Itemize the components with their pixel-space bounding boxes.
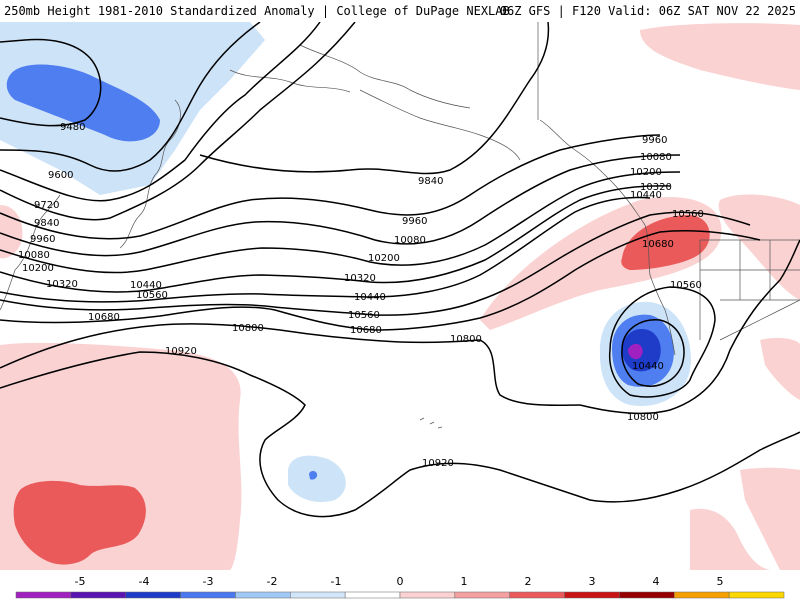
anomaly-colorbar: -5 -4 -3 -2 -1 0 1 2 3 4 5 bbox=[15, 575, 785, 599]
positive-anomaly-west-edge bbox=[0, 205, 23, 259]
contour-label: 10440 bbox=[354, 292, 386, 303]
colorbar-tick-label: 1 bbox=[461, 575, 468, 588]
contour-label: 10800 bbox=[450, 334, 482, 345]
negative-anomaly-hawaii bbox=[288, 455, 346, 503]
colorbar-tick-label: 2 bbox=[525, 575, 532, 588]
contour-label: 10920 bbox=[422, 458, 454, 469]
contour-label: 10200 bbox=[22, 263, 54, 274]
colorbar-segment bbox=[235, 591, 291, 599]
contour-10320 bbox=[0, 185, 671, 293]
positive-anomaly-southeast bbox=[690, 508, 770, 570]
map-title: 250mb Height 1981-2010 Standardized Anom… bbox=[4, 4, 510, 18]
colorbar-segment bbox=[564, 591, 620, 599]
contour-label: 9480 bbox=[60, 122, 85, 133]
contour-label: 10440 bbox=[632, 361, 664, 372]
contour-label: 10560 bbox=[672, 209, 704, 220]
contour-9960-west bbox=[0, 134, 661, 240]
colorbar-segment bbox=[619, 591, 675, 599]
contour-label: 9600 bbox=[48, 170, 73, 181]
contour-9840-west bbox=[0, 22, 356, 221]
contour-label: 9840 bbox=[34, 218, 59, 229]
contour-label: 9840 bbox=[418, 176, 443, 187]
colorbar-tick-label: -4 bbox=[139, 575, 150, 588]
positive-anomaly-pacific-nw-core bbox=[621, 215, 710, 270]
height-contours bbox=[0, 22, 800, 518]
contour-label: 10680 bbox=[88, 312, 120, 323]
contour-10080 bbox=[0, 154, 681, 257]
contour-10200 bbox=[0, 171, 681, 274]
colorbar-tick-label: 4 bbox=[653, 575, 660, 588]
contour-9480 bbox=[0, 38, 102, 127]
contour-low-10560 bbox=[608, 286, 716, 398]
colorbar-segment bbox=[70, 591, 126, 599]
colorbar-segment bbox=[344, 591, 401, 599]
contour-label: 10680 bbox=[350, 325, 382, 336]
contour-label: 10440 bbox=[130, 280, 162, 291]
negative-anomaly-low-core bbox=[628, 343, 643, 360]
anomaly-map: 9480 9600 9720 9840 9960 10080 10200 103… bbox=[0, 22, 800, 570]
colorbar-tick-label: 3 bbox=[589, 575, 596, 588]
coastlines bbox=[0, 22, 800, 429]
anomaly-shading bbox=[0, 22, 800, 570]
contour-10680-west bbox=[0, 230, 761, 331]
colorbar-segment bbox=[15, 591, 72, 599]
colorbar-tick-label: -1 bbox=[331, 575, 342, 588]
contour-label: 10080 bbox=[394, 235, 426, 246]
contour-low-10440 bbox=[621, 319, 685, 387]
colorbar-segment bbox=[454, 591, 510, 599]
contour-10560-west bbox=[0, 211, 751, 316]
contour-9600 bbox=[0, 22, 261, 172]
contour-label: 10560 bbox=[136, 290, 168, 301]
contour-10920 bbox=[0, 351, 800, 518]
colorbar-segment bbox=[125, 591, 181, 599]
contour-label: 10560 bbox=[670, 280, 702, 291]
contour-label: 9960 bbox=[30, 234, 55, 245]
contour-label: 10320 bbox=[46, 279, 78, 290]
negative-anomaly-hawaii-core bbox=[309, 471, 318, 480]
colorbar-segment bbox=[674, 591, 730, 599]
negative-anomaly-siberia-core bbox=[6, 64, 160, 142]
contour-label: 10320 bbox=[640, 182, 672, 193]
positive-anomaly-east-edge bbox=[740, 467, 800, 570]
contour-labels: 9480 9600 9720 9840 9960 10080 10200 103… bbox=[18, 122, 704, 469]
colorbar-segment bbox=[509, 591, 565, 599]
model-valid-time: 06Z GFS | F120 Valid: 06Z SAT NOV 22 202… bbox=[499, 4, 796, 18]
colorbar-segment bbox=[728, 591, 785, 599]
contour-label: 10560 bbox=[348, 310, 380, 321]
positive-anomaly-northeast bbox=[640, 23, 800, 90]
colorbar-segment bbox=[290, 591, 346, 599]
contour-label: 10800 bbox=[627, 412, 659, 423]
colorbar-tick-label: -2 bbox=[267, 575, 278, 588]
contour-label: 9720 bbox=[34, 200, 59, 211]
contour-label: 10320 bbox=[344, 273, 376, 284]
contour-9720 bbox=[0, 22, 321, 202]
positive-anomaly-east-mid bbox=[760, 337, 800, 400]
contour-label: 10920 bbox=[165, 346, 197, 357]
contour-label: 10080 bbox=[18, 250, 50, 261]
colorbar-tick-label: -5 bbox=[75, 575, 86, 588]
positive-anomaly-us-shape bbox=[13, 480, 146, 565]
contour-label: 10200 bbox=[368, 253, 400, 264]
contour-low-outer bbox=[579, 239, 800, 415]
contour-9840-east bbox=[199, 22, 550, 175]
contour-label: 10680 bbox=[642, 239, 674, 250]
contour-label: 10800 bbox=[232, 323, 264, 334]
contour-label: 10080 bbox=[640, 152, 672, 163]
colorbar-segment bbox=[399, 591, 456, 599]
contour-label: 9960 bbox=[642, 135, 667, 146]
contour-10800 bbox=[0, 323, 581, 407]
colorbar-segments bbox=[15, 591, 785, 599]
colorbar-tick-label: -3 bbox=[203, 575, 214, 588]
contour-label: 10200 bbox=[630, 167, 662, 178]
contour-label: 10440 bbox=[630, 190, 662, 201]
positive-anomaly-canada-east bbox=[718, 194, 800, 300]
contour-label: 9960 bbox=[402, 216, 427, 227]
colorbar-tick-label: 0 bbox=[397, 575, 404, 588]
map-header: 250mb Height 1981-2010 Standardized Anom… bbox=[0, 0, 800, 22]
colorbar-tick-label: 5 bbox=[717, 575, 724, 588]
colorbar-segment bbox=[180, 591, 236, 599]
contour-10440-west bbox=[0, 196, 651, 303]
colorbar-ticks: -5 -4 -3 -2 -1 0 1 2 3 4 5 bbox=[75, 575, 724, 588]
